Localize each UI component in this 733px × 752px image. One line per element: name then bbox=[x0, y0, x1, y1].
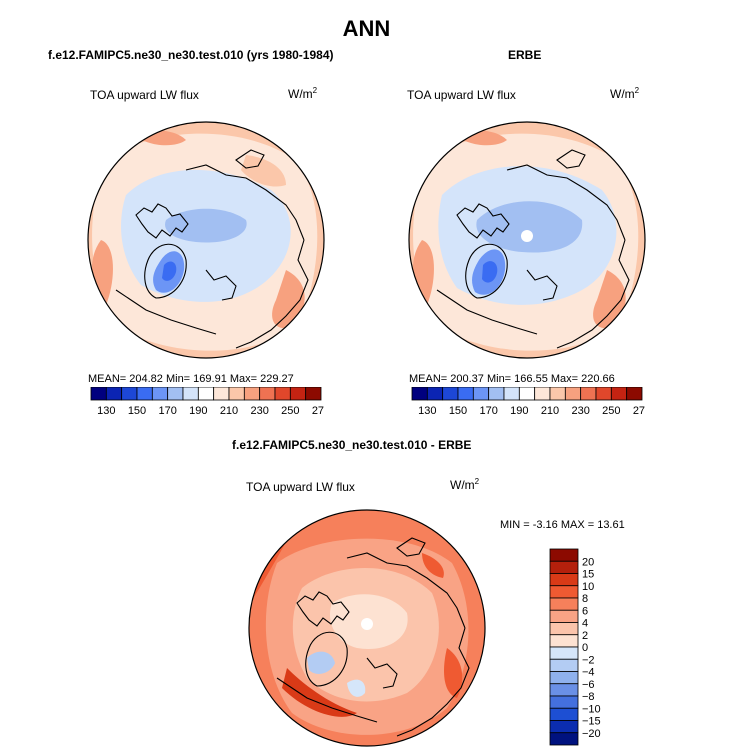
right-colorbar-swatch bbox=[488, 387, 505, 401]
right-colorbar-tick-label: 210 bbox=[541, 405, 559, 417]
left-colorbar-swatch bbox=[151, 387, 169, 401]
right-colorbar-swatch bbox=[457, 387, 474, 401]
diff-colorbar-swatch bbox=[549, 683, 579, 697]
diff-panel-title: f.e12.FAMIPC5.ne30_ne30.test.010 - ERBE bbox=[232, 438, 472, 452]
left-polar-map bbox=[87, 121, 325, 359]
left-colorbar-swatch bbox=[243, 387, 261, 401]
diff-colorbar-tick-label: 4 bbox=[582, 618, 588, 630]
diff-colorbar-tick-label: −4 bbox=[582, 667, 595, 679]
diff-colorbar-swatch bbox=[549, 560, 579, 574]
right-colorbar-tick-label: 270 bbox=[633, 405, 645, 417]
left-colorbar-swatch bbox=[121, 387, 138, 401]
diff-stats-label: MIN = -3.16 MAX = 13.61 bbox=[500, 519, 625, 531]
left-colorbar-swatch bbox=[259, 387, 276, 401]
right-colorbar-swatch bbox=[580, 387, 597, 401]
right-colorbar-swatch bbox=[411, 387, 428, 401]
left-panel-title: f.e12.FAMIPC5.ne30_ne30.test.010 (yrs 19… bbox=[48, 48, 334, 62]
left-colorbar-tick-label: 150 bbox=[128, 405, 146, 417]
right-colorbar-swatch bbox=[534, 387, 551, 401]
diff-colorbar-swatch bbox=[549, 732, 579, 746]
left-colorbar-swatch bbox=[167, 387, 184, 401]
right-colorbar-tick-label: 170 bbox=[479, 405, 497, 417]
right-colorbar: 130 150 170 190 210 230 250 270 bbox=[411, 387, 645, 417]
left-colorbar-swatch bbox=[197, 387, 215, 401]
right-polar-map bbox=[408, 121, 646, 359]
diff-colorbar-swatch bbox=[549, 597, 579, 611]
left-colorbar-swatch bbox=[105, 387, 123, 401]
diff-units-label: W/m2 bbox=[450, 477, 480, 492]
left-colorbar-tick-label: 190 bbox=[189, 405, 207, 417]
left-colorbar-tick-label: 170 bbox=[158, 405, 176, 417]
diff-colorbar-swatch bbox=[549, 548, 579, 562]
left-variable-label: TOA upward LW flux bbox=[90, 88, 199, 102]
right-panel-title: ERBE bbox=[508, 48, 542, 62]
left-colorbar-swatch bbox=[213, 387, 230, 401]
right-stats-label: MEAN= 200.37 Min= 166.55 Max= 220.66 bbox=[409, 373, 615, 385]
diff-colorbar-tick-label: −2 bbox=[582, 654, 595, 666]
diff-colorbar-tick-label: 0 bbox=[582, 642, 588, 654]
left-stats-label: MEAN= 204.82 Min= 169.91 Max= 229.27 bbox=[88, 373, 294, 385]
left-colorbar-swatch bbox=[136, 387, 153, 401]
right-colorbar-tick-label: 190 bbox=[510, 405, 528, 417]
main-title: ANN bbox=[342, 16, 391, 41]
diff-colorbar-tick-label: −10 bbox=[582, 703, 601, 715]
right-colorbar-swatch bbox=[442, 387, 459, 401]
left-colorbar-swatch bbox=[289, 387, 307, 401]
right-colorbar-swatch bbox=[426, 387, 444, 401]
right-variable-label: TOA upward LW flux bbox=[407, 88, 516, 102]
left-colorbar-tick-label: 230 bbox=[250, 405, 268, 417]
diff-polar-map bbox=[248, 509, 486, 747]
right-colorbar-swatch bbox=[503, 387, 520, 401]
diff-variable-label: TOA upward LW flux bbox=[246, 480, 355, 494]
left-colorbar-tick-label: 270 bbox=[312, 405, 324, 417]
left-colorbar-swatch bbox=[182, 387, 199, 401]
right-colorbar-swatch bbox=[518, 387, 536, 401]
left-colorbar-tick-label: 130 bbox=[97, 405, 115, 417]
left-colorbar-swatch bbox=[228, 387, 245, 401]
right-colorbar-swatch bbox=[472, 387, 490, 401]
left-colorbar: 130 150 170 190 210 230 250 270 bbox=[90, 387, 324, 417]
right-colorbar-tick-label: 130 bbox=[418, 405, 436, 417]
diff-colorbar-tick-label: −20 bbox=[582, 728, 601, 740]
right-colorbar-tick-label: 250 bbox=[602, 405, 620, 417]
left-colorbar-tick-label: 250 bbox=[281, 405, 299, 417]
right-colorbar-tick-label: 230 bbox=[571, 405, 589, 417]
diff-colorbar-tick-label: 2 bbox=[582, 630, 588, 642]
diff-colorbar-tick-label: −6 bbox=[582, 679, 595, 691]
diff-colorbar-tick-label: −8 bbox=[582, 691, 595, 703]
diff-colorbar-swatch bbox=[549, 609, 579, 623]
right-colorbar-swatch bbox=[549, 387, 566, 401]
right-colorbar-swatch bbox=[564, 387, 582, 401]
right-colorbar-swatch bbox=[626, 387, 643, 401]
left-colorbar-swatch bbox=[305, 387, 322, 401]
diff-colorbar-swatch bbox=[549, 634, 579, 648]
diff-colorbar-swatch bbox=[549, 695, 579, 709]
right-colorbar-swatch bbox=[610, 387, 628, 401]
diff-colorbar-swatch bbox=[549, 671, 579, 685]
diff-colorbar-tick-label: 15 bbox=[582, 569, 594, 581]
diff-colorbar-swatch bbox=[549, 658, 579, 672]
left-colorbar-swatch bbox=[274, 387, 291, 401]
diff-colorbar-swatch bbox=[549, 707, 579, 721]
diff-colorbar-tick-label: 20 bbox=[582, 556, 594, 568]
diff-colorbar-tick-label: 8 bbox=[582, 593, 588, 605]
diff-colorbar-swatch bbox=[549, 622, 579, 636]
right-colorbar-swatch bbox=[595, 387, 612, 401]
diff-colorbar-tick-label: −15 bbox=[582, 716, 601, 728]
left-colorbar-swatch bbox=[90, 387, 107, 401]
diff-colorbar-swatch bbox=[549, 646, 579, 660]
right-units-label: W/m2 bbox=[610, 86, 640, 101]
diff-colorbar-swatch bbox=[549, 720, 579, 734]
diff-colorbar-swatch bbox=[549, 585, 579, 599]
right-colorbar-tick-label: 150 bbox=[449, 405, 467, 417]
diff-colorbar-tick-label: 10 bbox=[582, 581, 594, 593]
left-colorbar-tick-label: 210 bbox=[220, 405, 238, 417]
diff-colorbar-tick-label: 6 bbox=[582, 605, 588, 617]
diff-colorbar-swatch bbox=[549, 573, 579, 587]
left-units-label: W/m2 bbox=[288, 86, 318, 101]
